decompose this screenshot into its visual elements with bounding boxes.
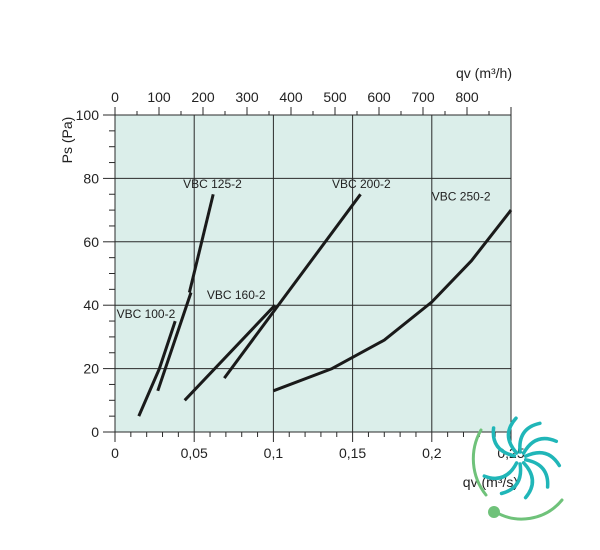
x-top-tick-label: 500 <box>323 89 347 105</box>
x-axis-top-title: qv (m³/h) <box>456 65 512 81</box>
curve-label-vbc-160-2: VBC 160-2 <box>207 288 266 302</box>
logo-blade <box>521 461 535 500</box>
y-tick-label: 0 <box>91 424 99 440</box>
logo-blade <box>523 458 550 489</box>
y-axis-ticks: 0 20 40 60 80 100 <box>76 107 100 440</box>
x-top-tick-label: 200 <box>191 89 215 105</box>
logo-blade <box>523 450 562 468</box>
y-tick-label: 100 <box>76 107 100 123</box>
x-top-tick-label: 800 <box>455 89 479 105</box>
curve-label-vbc-125-2: VBC 125-2 <box>183 177 242 191</box>
x-bottom-tick-label: 0,2 <box>422 445 442 461</box>
series-layer <box>137 193 513 417</box>
logo-blade <box>518 421 542 454</box>
curve-label-vbc-200-2: VBC 200-2 <box>332 177 391 191</box>
y-tick-label: 40 <box>83 297 99 313</box>
logo-blade <box>521 436 559 455</box>
x-bottom-tick-label: 0,05 <box>181 445 208 461</box>
x-top-tick-label: 300 <box>235 89 259 105</box>
x-bottom-tick-label: 0,15 <box>339 445 366 461</box>
x-bottom-tick-label: 0,1 <box>264 445 284 461</box>
series-line-vbc-160-2 <box>183 304 277 402</box>
x-bottom-tick-label: 0 <box>111 445 119 461</box>
curve-label-vbc-250-2: VBC 250-2 <box>432 190 491 204</box>
x-axis-bottom-ticks: 0 0,05 0,1 0,15 0,2 0,25 <box>111 445 525 461</box>
fan-blades-logo-icon <box>471 416 564 521</box>
y-axis-title: Ps (Pa) <box>59 117 75 164</box>
logo-arc <box>471 428 488 497</box>
series-line-vbc-100-2 <box>137 320 177 417</box>
series-line-vbc-250-2 <box>272 209 513 393</box>
series-line-vbc-100-2 <box>156 292 193 392</box>
plot-area <box>115 115 511 432</box>
series-line-vbc-125-2 <box>187 193 215 293</box>
curve-labels: VBC 100-2 VBC 125-2 VBC 160-2 VBC 200-2 VBC … <box>117 177 491 321</box>
logo-dot <box>488 506 500 518</box>
minor-ticks <box>103 107 512 442</box>
x-top-tick-label: 600 <box>367 89 391 105</box>
series-line-vbc-200-2 <box>223 193 362 379</box>
y-tick-label: 80 <box>83 170 99 186</box>
x-top-tick-label: 700 <box>411 89 435 105</box>
curve-label-vbc-100-2: VBC 100-2 <box>117 307 176 321</box>
x-bottom-tick-label: 0,25 <box>497 445 524 461</box>
logo-blade <box>491 426 517 458</box>
x-top-tick-label: 100 <box>147 89 171 105</box>
logo-blade <box>482 461 519 481</box>
x-top-tick-label: 0 <box>111 89 119 105</box>
logo-blade <box>506 416 519 455</box>
x-top-tick-label: 400 <box>279 89 303 105</box>
y-tick-label: 60 <box>83 234 99 250</box>
plot-frame <box>114 114 512 433</box>
logo-arc <box>492 498 564 521</box>
y-tick-label: 20 <box>83 361 99 377</box>
x-axis-top-ticks: 0 100 200 300 400 500 600 700 800 <box>111 89 479 105</box>
logo-blade <box>499 462 523 496</box>
